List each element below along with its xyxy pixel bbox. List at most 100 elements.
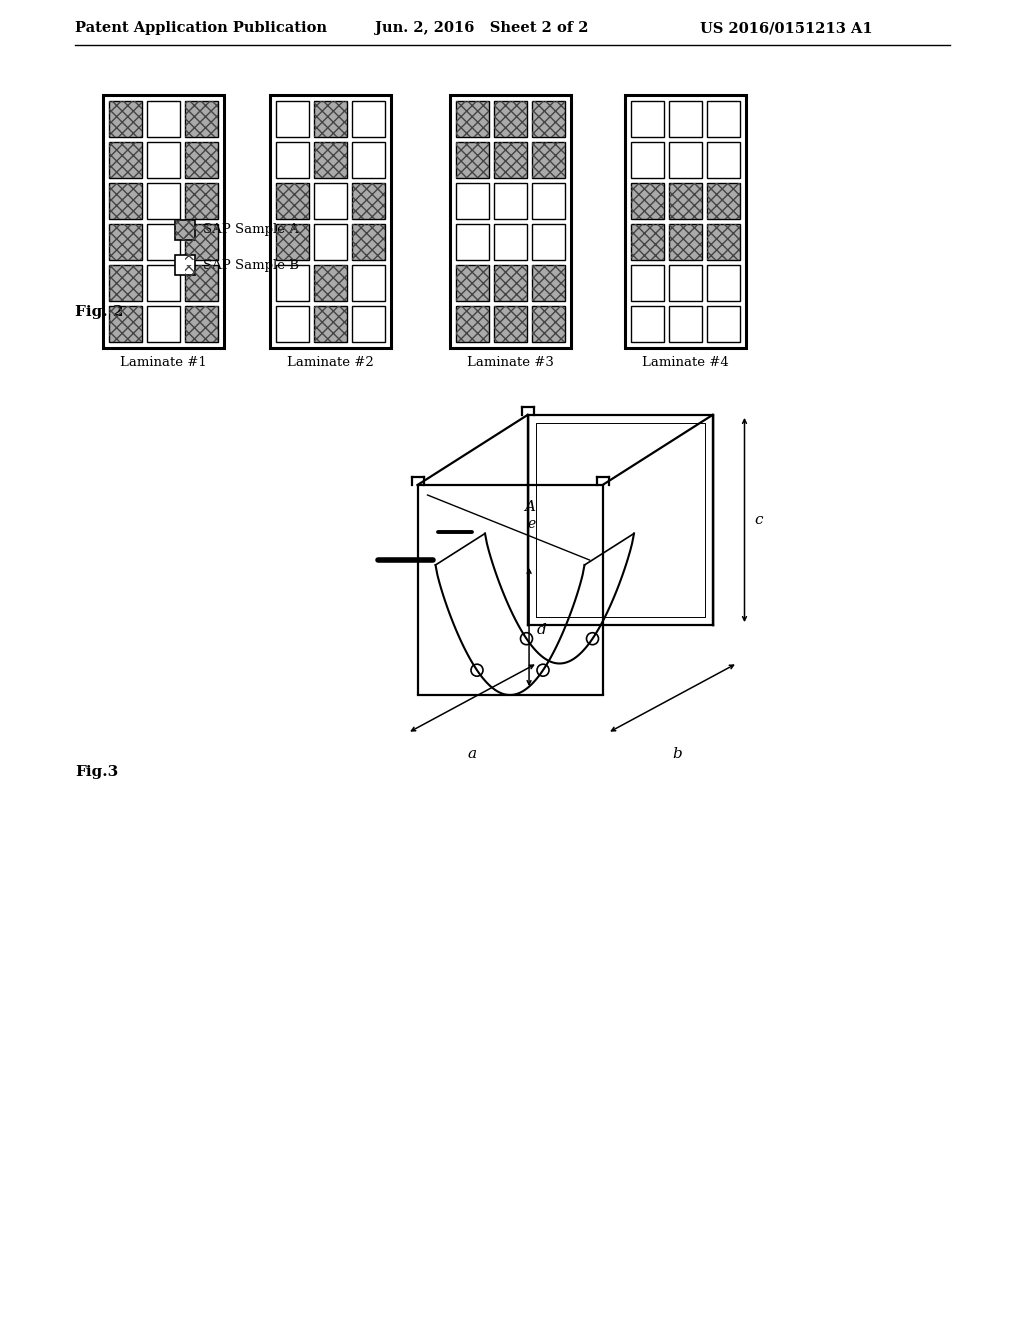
Bar [184,265,217,301]
Bar [184,183,217,219]
Bar [456,102,488,137]
Bar [146,143,179,178]
Bar [184,143,217,178]
Bar [351,224,384,260]
Text: Laminate #1: Laminate #1 [120,356,207,370]
Bar [109,306,141,342]
Bar [707,183,739,219]
Bar [313,265,346,301]
Bar [494,306,526,342]
Text: A: A [524,500,536,513]
Bar [456,306,488,342]
Bar [184,102,217,137]
Bar [146,306,179,342]
Bar [456,306,488,342]
Bar [109,306,141,342]
Bar [313,306,346,342]
Bar [669,143,701,178]
Bar [313,306,346,342]
Bar [313,143,346,178]
Bar [109,143,141,178]
Bar [669,224,701,260]
Bar [707,224,739,260]
Text: d: d [537,623,547,638]
Bar [351,183,384,219]
Bar [146,265,179,301]
Bar [184,306,217,342]
Bar [631,183,664,219]
Bar [275,183,308,219]
Bar [531,102,564,137]
Bar [275,224,308,260]
Bar [184,102,217,137]
Bar [494,265,526,301]
Bar [313,265,346,301]
Bar [531,306,564,342]
Bar [531,143,564,178]
Bar [275,306,308,342]
Bar [175,220,195,240]
Bar [456,224,488,260]
Bar [631,265,664,301]
Bar [109,143,141,178]
Text: c: c [755,513,763,527]
Bar [456,143,488,178]
Bar [669,183,701,219]
Bar [175,255,195,275]
Text: Laminate #2: Laminate #2 [287,356,374,370]
Bar [109,265,141,301]
Text: Patent Application Publication: Patent Application Publication [75,21,327,36]
Bar [494,265,526,301]
Bar [456,143,488,178]
Bar [109,265,141,301]
Bar [531,102,564,137]
Bar [275,224,308,260]
Text: Jun. 2, 2016   Sheet 2 of 2: Jun. 2, 2016 Sheet 2 of 2 [375,21,589,36]
Bar [631,224,664,260]
Bar [494,183,526,219]
Bar [494,102,526,137]
Text: b: b [673,747,682,762]
Bar [531,183,564,219]
Bar [109,183,141,219]
Bar [269,95,390,348]
Bar [275,102,308,137]
Bar [631,224,664,260]
Bar [631,306,664,342]
Bar [669,224,701,260]
Bar [184,143,217,178]
Bar [669,306,701,342]
Bar [456,265,488,301]
Bar [456,265,488,301]
Bar [275,183,308,219]
Bar [351,143,384,178]
Text: Laminate #3: Laminate #3 [467,356,553,370]
Bar [313,224,346,260]
Text: SAP Sample A: SAP Sample A [203,223,299,236]
Bar [669,102,701,137]
Bar [707,306,739,342]
Bar [313,183,346,219]
Bar [669,183,701,219]
Bar [531,265,564,301]
Bar [456,102,488,137]
Bar [313,143,346,178]
Bar [456,183,488,219]
Bar [494,143,526,178]
Bar [109,102,141,137]
Bar [313,102,346,137]
Bar [707,102,739,137]
Bar [184,265,217,301]
Bar [351,183,384,219]
Bar [531,306,564,342]
Text: Fig.3: Fig.3 [75,766,118,779]
Bar [102,95,223,348]
Text: e: e [527,517,536,531]
Bar [531,224,564,260]
Bar [313,102,346,137]
Bar [707,183,739,219]
Bar [184,183,217,219]
Bar [494,224,526,260]
Bar [175,220,195,240]
Text: US 2016/0151213 A1: US 2016/0151213 A1 [700,21,872,36]
